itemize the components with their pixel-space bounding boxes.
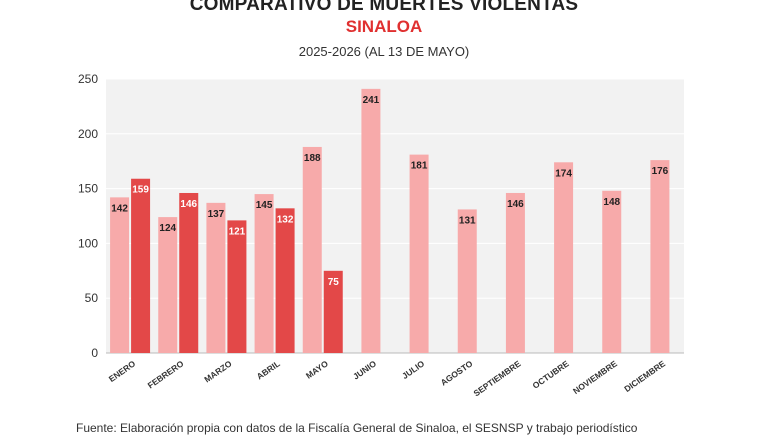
x-tick-label: DICIEMBRE bbox=[622, 358, 667, 394]
bar bbox=[275, 208, 295, 353]
bar bbox=[361, 88, 381, 353]
bar bbox=[554, 162, 574, 353]
data-label: 121 bbox=[229, 226, 246, 237]
data-label: 124 bbox=[159, 223, 176, 234]
x-tick-label: MARZO bbox=[202, 358, 234, 384]
bar bbox=[650, 160, 670, 353]
x-tick-label: NOVIEMBRE bbox=[571, 358, 619, 396]
x-tick-label: OCTUBRE bbox=[531, 358, 571, 390]
x-tick-label: JUNIO bbox=[351, 358, 378, 381]
bar bbox=[131, 178, 151, 353]
y-tick-label: 200 bbox=[78, 127, 98, 141]
data-label: 132 bbox=[277, 214, 294, 225]
bar bbox=[602, 190, 622, 353]
y-tick-label: 0 bbox=[91, 346, 98, 360]
data-label: 142 bbox=[111, 203, 128, 214]
y-tick-label: 50 bbox=[85, 291, 99, 305]
x-tick-label: JULIO bbox=[400, 358, 427, 381]
data-label: 241 bbox=[363, 95, 380, 106]
chart-subtitle-region: SINALOA bbox=[345, 17, 423, 36]
bar bbox=[302, 146, 322, 353]
chart-subtitle-period: 2025-2026 (AL 13 DE MAYO) bbox=[298, 44, 470, 59]
data-label: 146 bbox=[180, 199, 197, 210]
data-label: 148 bbox=[603, 197, 620, 208]
bar bbox=[505, 192, 525, 353]
data-label: 137 bbox=[208, 209, 225, 220]
bar bbox=[158, 217, 178, 353]
plot-area bbox=[106, 79, 684, 353]
bar bbox=[409, 154, 429, 353]
x-tick-label: ENERO bbox=[107, 358, 138, 384]
data-label: 181 bbox=[411, 161, 428, 172]
y-tick-label: 250 bbox=[78, 72, 98, 86]
x-tick-label: MAYO bbox=[304, 358, 330, 381]
bar bbox=[227, 220, 247, 353]
data-label: 131 bbox=[459, 215, 476, 226]
x-tick-label: FEBRERO bbox=[146, 358, 186, 390]
x-tick-label: ABRIL bbox=[255, 358, 282, 381]
bar bbox=[179, 192, 199, 353]
source-note: Fuente: Elaboración propia con datos de … bbox=[76, 421, 638, 435]
chart-title: COMPARATIVO DE MUERTES VIOLENTAS bbox=[189, 0, 579, 15]
bar bbox=[110, 197, 130, 353]
data-label: 145 bbox=[256, 200, 273, 211]
x-tick-label: AGOSTO bbox=[439, 358, 475, 387]
data-label: 146 bbox=[507, 199, 524, 210]
bar bbox=[457, 209, 477, 353]
data-label: 174 bbox=[555, 168, 572, 179]
data-label: 188 bbox=[304, 153, 321, 164]
bar bbox=[254, 194, 274, 353]
y-tick-label: 100 bbox=[78, 236, 98, 250]
bar bbox=[206, 202, 226, 353]
data-label: 75 bbox=[328, 277, 340, 288]
data-label: 176 bbox=[652, 166, 669, 177]
data-label: 159 bbox=[132, 185, 149, 196]
bar bbox=[323, 270, 343, 353]
y-tick-label: 150 bbox=[78, 182, 98, 196]
x-tick-label: SEPTIEMBRE bbox=[472, 358, 523, 398]
